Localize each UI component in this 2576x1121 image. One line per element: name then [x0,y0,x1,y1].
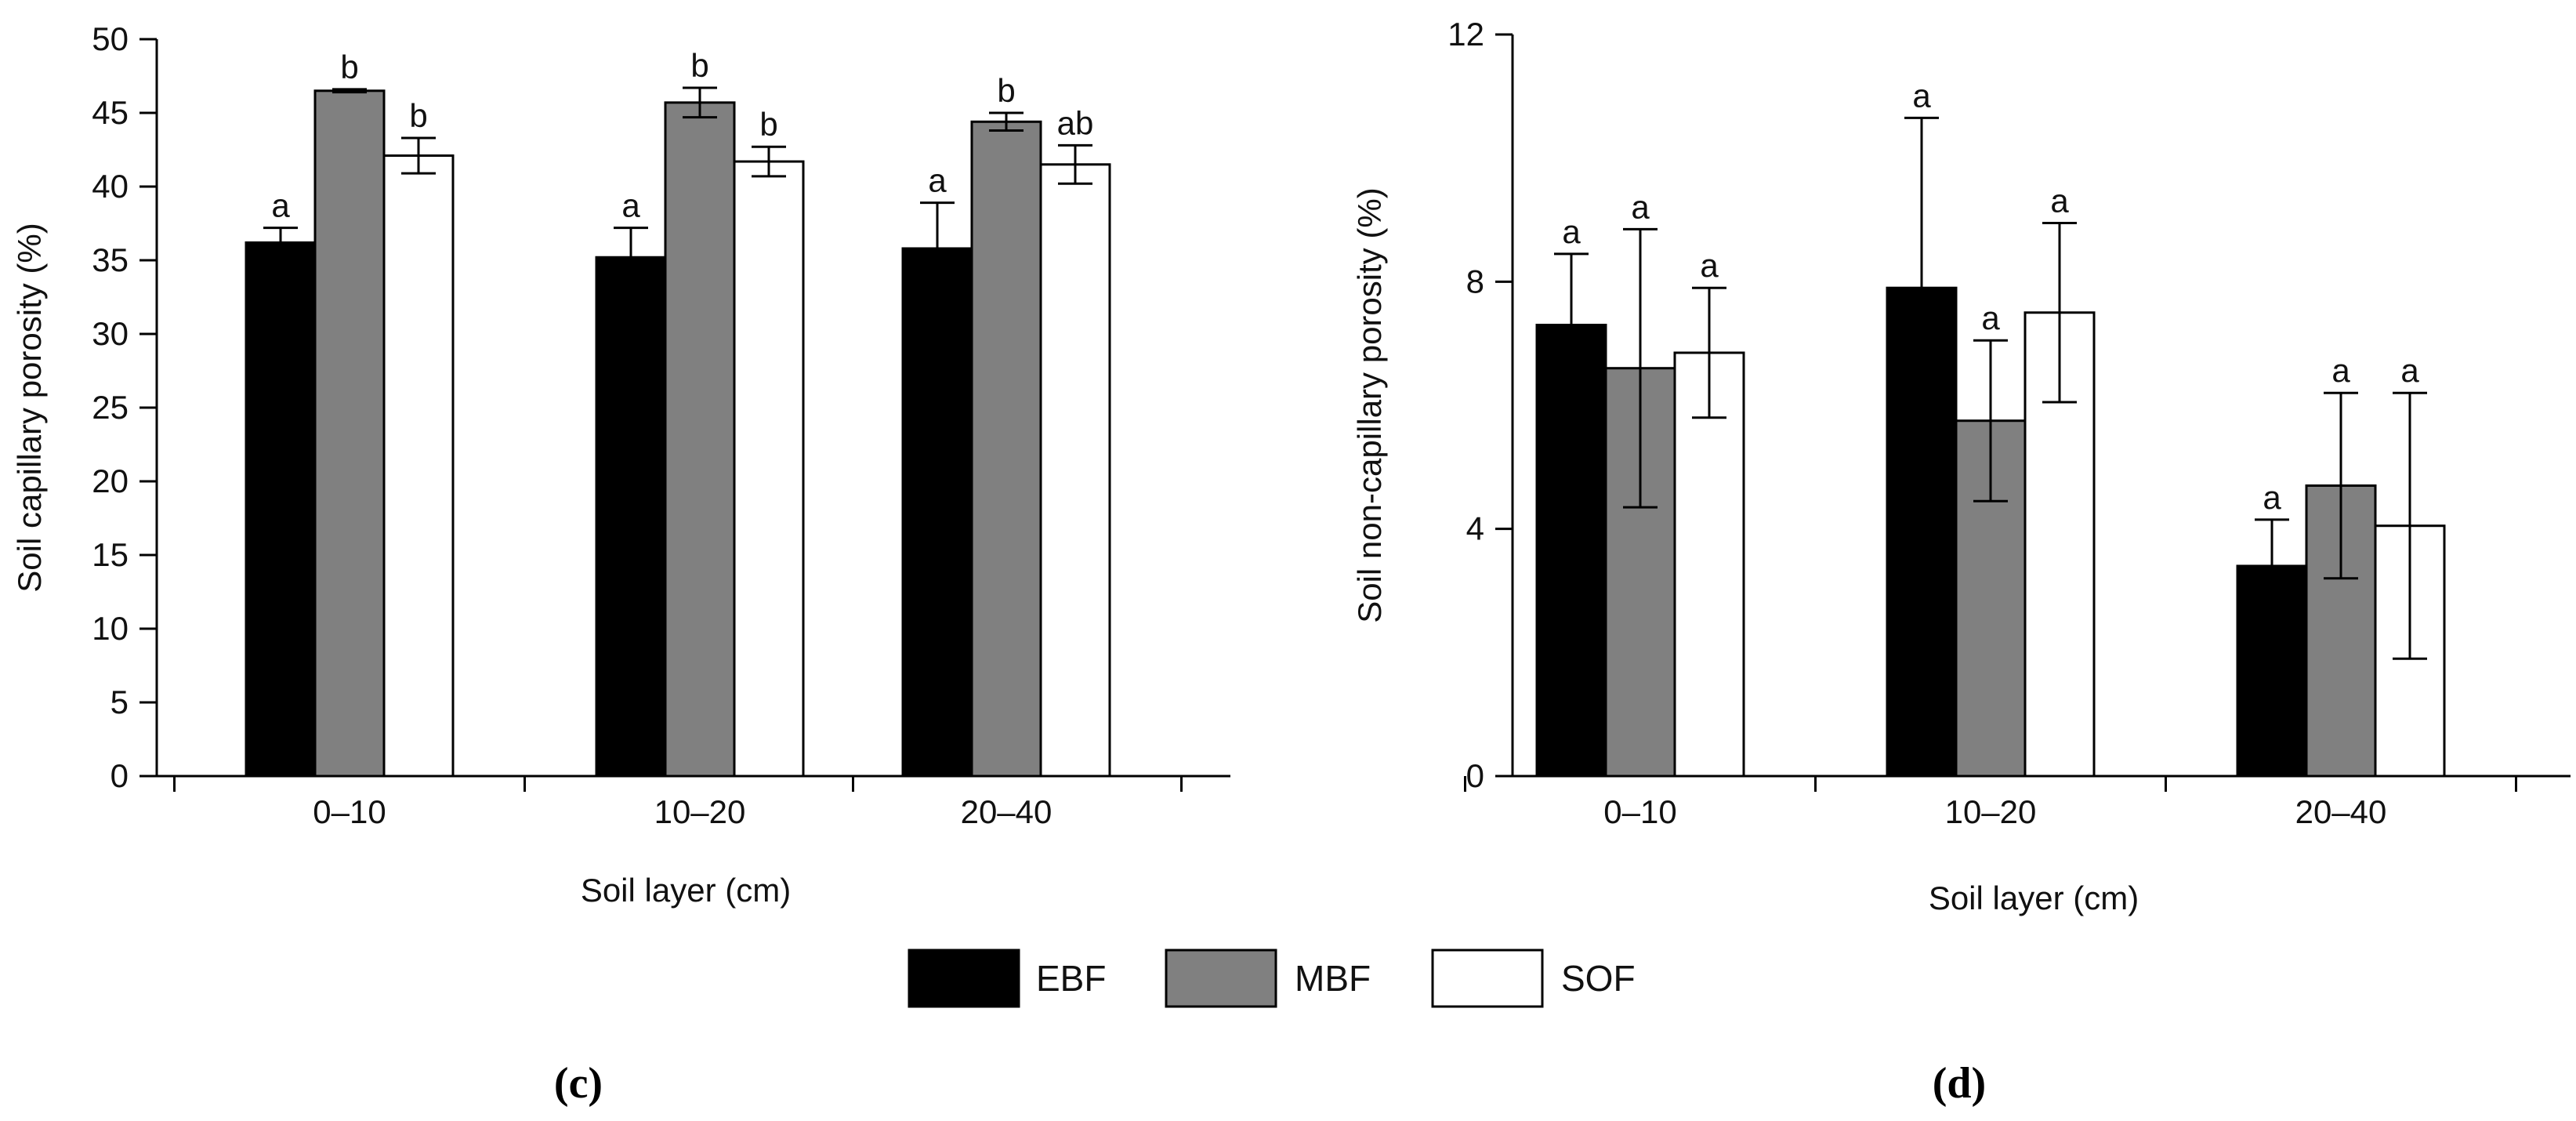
panel-d-chart: 0 4 8 12 0–10 10–20 20–40 Soil layer (cm) Soil n… [1351,16,2571,916]
y-tick-label: 30 [92,315,129,352]
significance-letter-mbf: b [997,72,1015,109]
x-tick-label: 10–20 [1945,793,2037,830]
x-tick-label: 0–10 [1603,793,1676,830]
significance-letter-mbf: a [1981,299,2000,336]
x-tick-label: 0–10 [313,793,386,830]
x-axis-title: Soil layer (cm) [1929,880,2139,916]
significance-letter-ebf: a [2263,479,2281,516]
y-tick-label: 50 [92,20,129,57]
legend-swatch-sof [1431,949,1544,1008]
panel-label-c: (c) [554,1059,603,1108]
y-tick-label: 20 [92,463,129,499]
significance-letter-mbf: b [340,49,358,85]
bar-mbf [664,101,736,778]
y-tick-label: 45 [92,94,129,131]
significance-letter-ebf: a [928,162,947,199]
significance-letter-ebf: a [1562,213,1581,250]
significance-letter-mbf: a [2331,352,2350,389]
significance-letter-sof: a [2400,352,2419,389]
y-tick-label: 8 [1466,263,1484,299]
bar-sof [733,160,805,778]
y-tick-label: 5 [111,684,129,720]
significance-letter-sof: ab [1057,104,1094,141]
bar-sof [1673,351,1745,778]
significance-letter-ebf: a [271,187,290,224]
y-axis-title: Soil non-capillary porosity (%) [1351,187,1388,623]
significance-letter-mbf: a [1631,188,1650,225]
y-tick-label: 0 [1466,757,1484,794]
significance-letter-sof: b [759,106,777,143]
x-tick-label: 10–20 [654,793,746,830]
bar-mbf [313,89,386,778]
y-tick-label: 0 [111,757,129,794]
panel-label-d: (d) [1933,1059,1986,1108]
bar-ebf [595,256,667,778]
legend: EBF MBF SOF [908,949,1636,1008]
legend-swatch-ebf [908,949,1020,1008]
legend-label-mbf: MBF [1295,958,1371,999]
bar-sof [382,154,455,778]
x-tick-label: 20–40 [2295,793,2387,830]
y-tick-label: 40 [92,168,129,205]
bar-sof [1039,163,1111,778]
significance-letter-ebf: a [1912,77,1931,114]
y-tick-label: 35 [92,241,129,278]
y-tick-label: 15 [92,536,129,573]
significance-letter-mbf: b [690,47,708,84]
legend-swatch-mbf [1165,949,1277,1008]
y-tick-label: 25 [92,389,129,426]
x-tick-label: 20–40 [961,793,1053,830]
y-tick-label: 12 [1447,16,1484,53]
legend-label-ebf: EBF [1036,958,1106,999]
bar-ebf [245,241,317,778]
significance-letter-sof: a [1700,247,1719,284]
legend-label-sof: SOF [1561,958,1636,999]
significance-letter-sof: a [2050,182,2069,219]
y-tick-label: 10 [92,610,129,647]
y-axis-title: Soil capillary porosity (%) [11,223,48,592]
panel-c-chart: 0 5 10 15 20 25 30 35 40 45 50 0–10 10–20 20–40 Soil l… [11,20,1230,909]
x-axis-title: Soil layer (cm) [581,872,791,909]
significance-letter-sof: b [409,97,427,134]
y-tick-label: 4 [1466,510,1484,547]
significance-letter-ebf: a [621,187,640,224]
bar-mbf [970,120,1042,778]
bar-ebf [901,247,973,778]
